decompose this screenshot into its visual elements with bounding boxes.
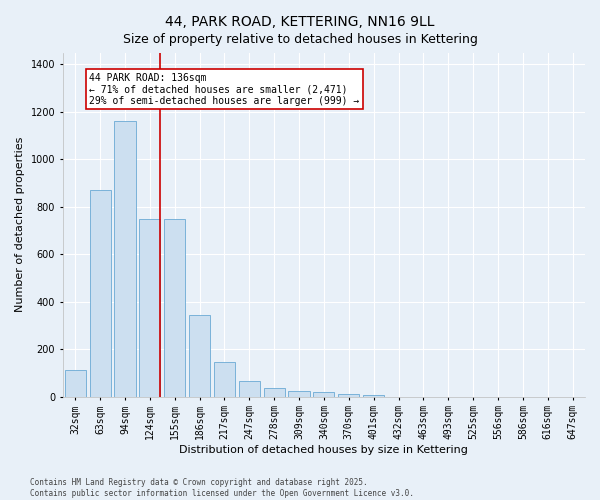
Text: 44 PARK ROAD: 136sqm
← 71% of detached houses are smaller (2,471)
29% of semi-de: 44 PARK ROAD: 136sqm ← 71% of detached h… [89, 72, 359, 106]
Bar [65, 370, 86, 396]
Bar [115, 122, 136, 396]
Y-axis label: Number of detached properties: Number of detached properties [15, 137, 25, 312]
Text: 44, PARK ROAD, KETTERING, NN16 9LL: 44, PARK ROAD, KETTERING, NN16 9LL [165, 15, 435, 29]
Bar [164, 218, 185, 396]
Bar [338, 394, 359, 396]
Text: Contains HM Land Registry data © Crown copyright and database right 2025.
Contai: Contains HM Land Registry data © Crown c… [30, 478, 414, 498]
Text: Size of property relative to detached houses in Kettering: Size of property relative to detached ho… [122, 32, 478, 46]
Bar [189, 314, 210, 396]
Bar [214, 362, 235, 396]
Bar [139, 218, 160, 396]
Bar [313, 392, 334, 396]
Bar [239, 381, 260, 396]
X-axis label: Distribution of detached houses by size in Kettering: Distribution of detached houses by size … [179, 445, 469, 455]
Bar [89, 190, 110, 396]
Bar [263, 388, 285, 396]
Bar [289, 390, 310, 396]
